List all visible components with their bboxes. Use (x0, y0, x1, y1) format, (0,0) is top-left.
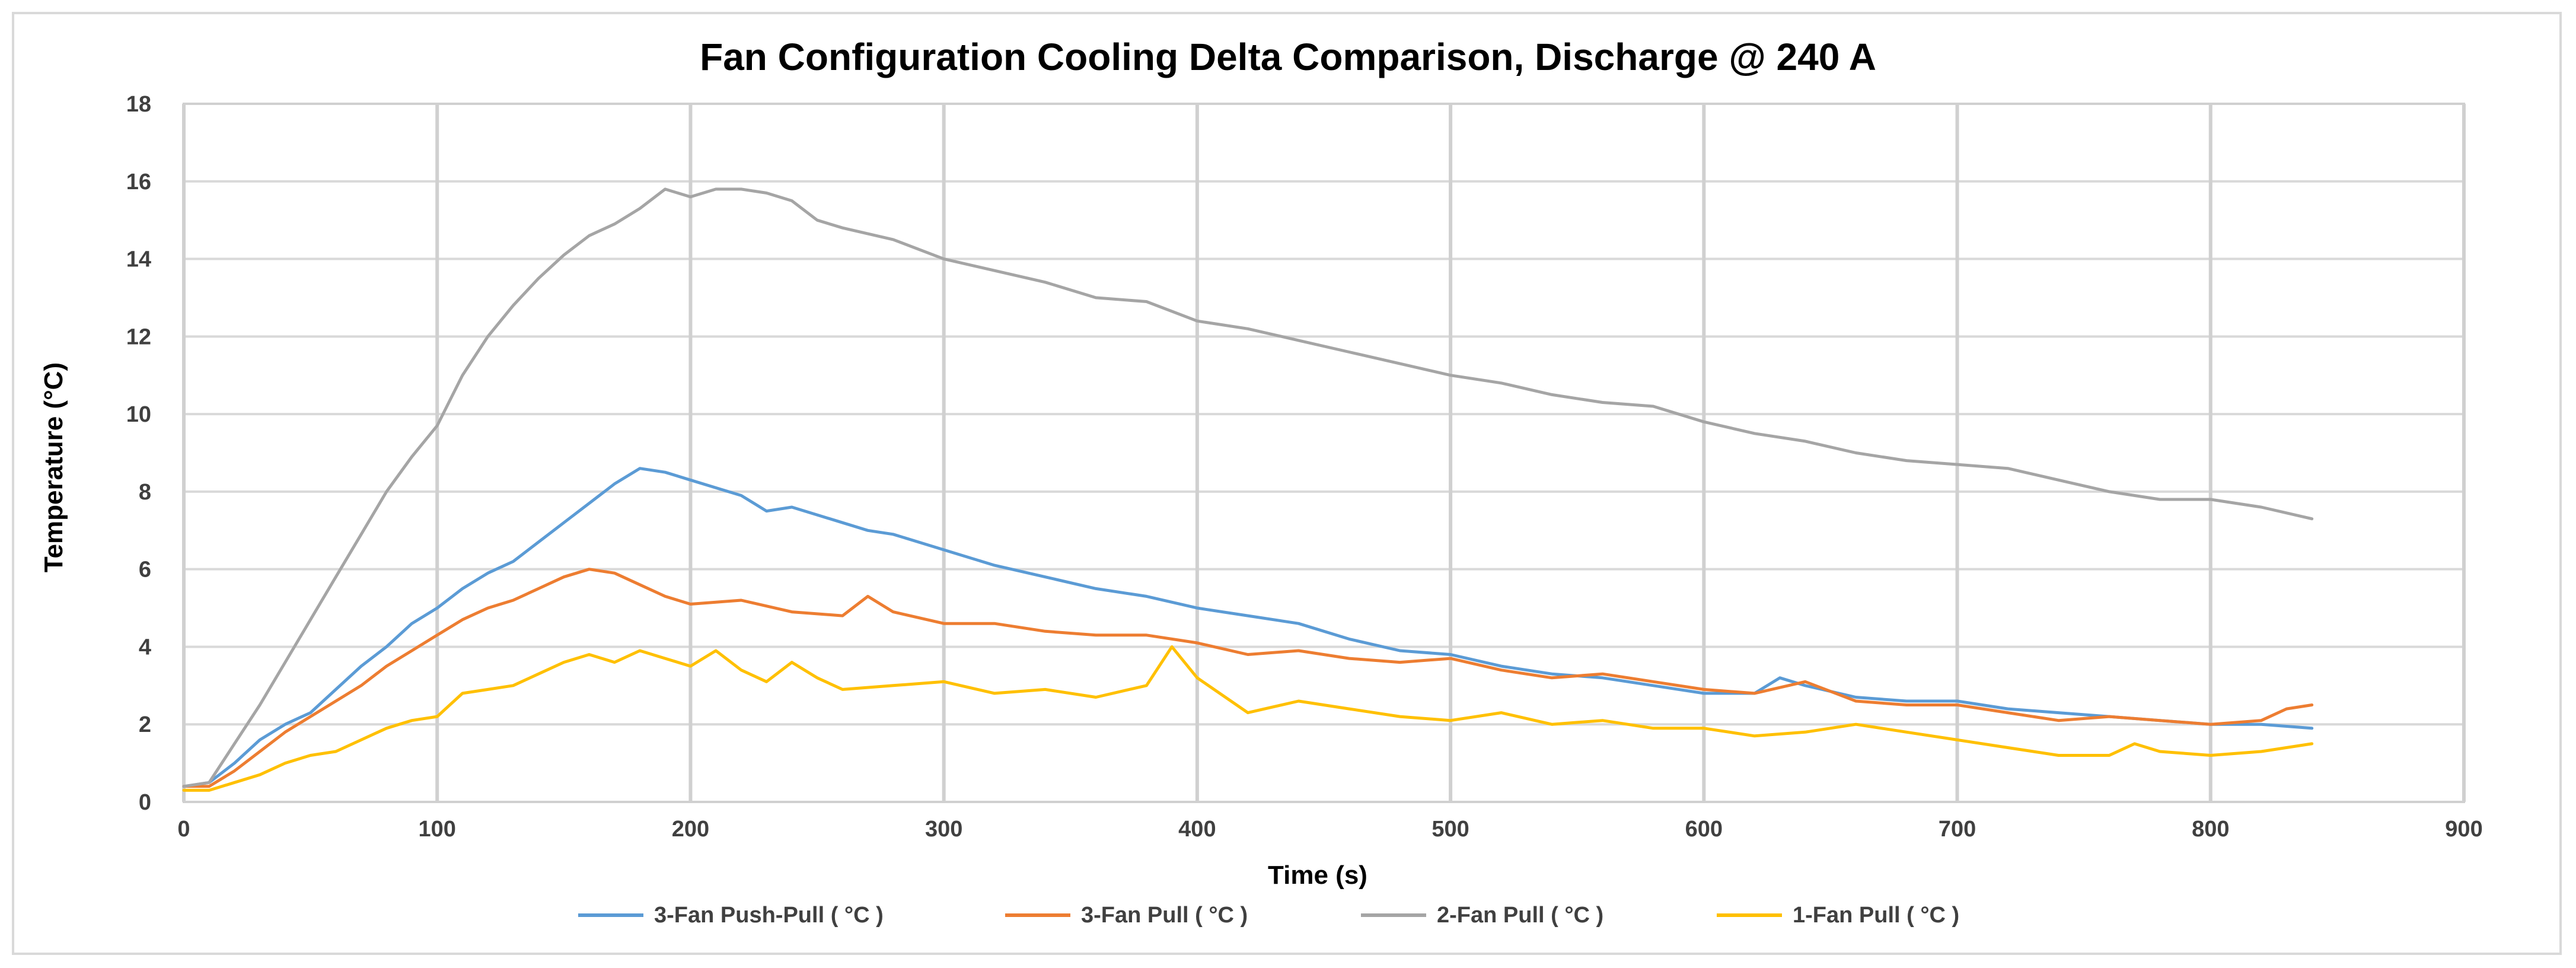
series-line-4 (182, 645, 2314, 792)
series-line-3 (182, 187, 2314, 788)
y-tick-label: 0 (139, 790, 151, 815)
legend: 3-Fan Push-Pull ( °C ) 3-Fan Pull ( °C ) 2… (578, 903, 1959, 928)
y-tick-label: 12 (126, 324, 151, 349)
grid-layer (182, 103, 2466, 803)
y-tick-label: 2 (139, 712, 151, 737)
legend-item-3: 2-Fan Pull ( °C ) (1361, 903, 1603, 928)
x-tick-label: 0 (177, 817, 190, 842)
y-tick-label: 18 (126, 92, 151, 117)
x-tick-label: 400 (1178, 817, 1216, 842)
legend-label: 2-Fan Pull ( °C ) (1437, 903, 1603, 928)
y-tick-label: 8 (139, 480, 151, 505)
x-tick-label: 500 (1432, 817, 1469, 842)
series-line-2 (182, 568, 2314, 788)
x-axis-title: Time (s) (1268, 861, 1367, 890)
x-tick-label: 900 (2445, 817, 2482, 842)
chart-title: Fan Configuration Cooling Delta Comparis… (700, 36, 1876, 78)
y-tick-label: 6 (139, 558, 151, 582)
x-tick-label: 800 (2192, 817, 2229, 842)
x-tick-labels: 0 100 200 300 400 500 600 700 800 900 (177, 817, 2482, 842)
x-tick-label: 200 (672, 817, 709, 842)
legend-item-4: 1-Fan Pull ( °C ) (1717, 903, 1959, 928)
legend-label: 3-Fan Pull ( °C ) (1081, 903, 1248, 928)
legend-item-1: 3-Fan Push-Pull ( °C ) (578, 903, 884, 928)
series-line-1 (182, 467, 2314, 788)
y-axis-title: Temperature (°C) (39, 362, 68, 572)
plot-area-border (183, 103, 2465, 803)
x-tick-label: 100 (419, 817, 456, 842)
y-tick-labels: 0 2 4 6 8 10 12 14 16 18 (126, 92, 151, 815)
x-tick-label: 600 (1685, 817, 1723, 842)
y-tick-label: 4 (139, 635, 151, 660)
y-tick-label: 16 (126, 170, 151, 195)
x-tick-label: 300 (925, 817, 962, 842)
x-tick-label: 700 (1939, 817, 1976, 842)
legend-item-2: 3-Fan Pull ( °C ) (1005, 903, 1248, 928)
legend-label: 3-Fan Push-Pull ( °C ) (654, 903, 884, 928)
legend-label: 1-Fan Pull ( °C ) (1793, 903, 1959, 928)
y-tick-label: 10 (126, 402, 151, 427)
series-layer (182, 187, 2314, 792)
y-tick-label: 14 (126, 247, 151, 272)
